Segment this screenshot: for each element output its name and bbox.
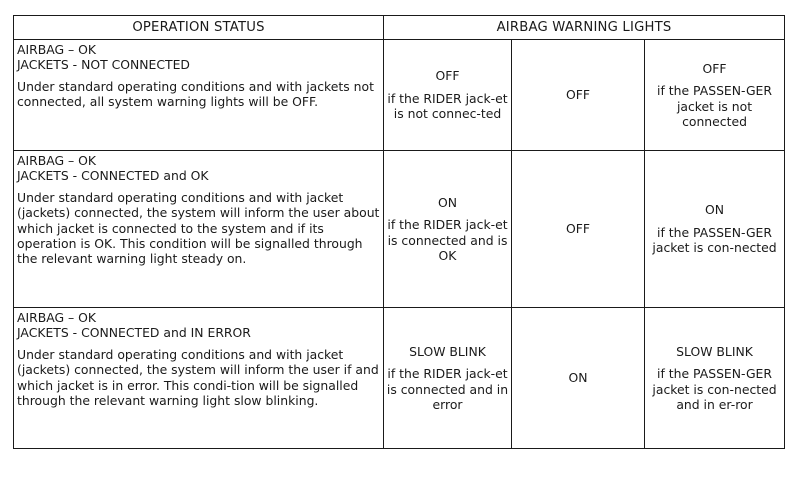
- middle-light-state: OFF: [565, 221, 590, 237]
- passenger-light-note: if the PASSEN-GER jacket is not connecte…: [657, 83, 772, 129]
- status-description: Under standard operating conditions and …: [17, 346, 379, 409]
- operation-status-cell: AIRBAG – OK JACKETS - NOT CONNECTED Unde…: [13, 39, 384, 151]
- middle-light-state: ON: [568, 370, 588, 386]
- rider-light-cell: ON if the RIDER jack-et is connected and…: [383, 150, 512, 308]
- operation-status-header: OPERATION STATUS: [13, 15, 384, 40]
- rider-light-state: OFF: [435, 68, 460, 84]
- status-line-1: AIRBAG – OK: [17, 42, 97, 57]
- operation-status-cell: AIRBAG – OK JACKETS - CONNECTED and IN E…: [13, 307, 384, 449]
- table-header-row: OPERATION STATUS AIRBAG WARNING LIGHTS: [13, 15, 786, 40]
- passenger-light-note: if the PASSEN-GER jacket is con-nected: [652, 224, 777, 256]
- status-line-1: AIRBAG – OK: [17, 153, 97, 168]
- status-line-2: JACKETS - CONNECTED and OK: [17, 168, 209, 184]
- middle-light-cell: OFF: [511, 39, 645, 151]
- rider-light-cell: OFF if the RIDER jack-et is not connec-t…: [383, 39, 512, 151]
- table-row: AIRBAG – OK JACKETS - CONNECTED and OK U…: [13, 150, 786, 308]
- status-description: Under standard operating conditions and …: [17, 189, 380, 267]
- rider-light-state: ON: [437, 194, 458, 210]
- passenger-light-state: ON: [705, 202, 725, 218]
- passenger-light-cell: ON if the PASSEN-GER jacket is con-necte…: [643, 150, 786, 308]
- table-row: AIRBAG – OK JACKETS - NOT CONNECTED Unde…: [13, 39, 786, 151]
- airbag-warning-lights-header: AIRBAG WARNING LIGHTS: [382, 15, 786, 40]
- passenger-light-state: OFF: [702, 60, 727, 76]
- middle-light-cell: OFF: [511, 150, 645, 308]
- middle-light-state: OFF: [565, 87, 590, 103]
- status-line-2: JACKETS - CONNECTED and IN ERROR: [17, 325, 251, 341]
- operation-status-cell: AIRBAG – OK JACKETS - CONNECTED and OK U…: [13, 150, 384, 308]
- rider-light-state: SLOW BLINK: [409, 343, 486, 359]
- middle-light-cell: ON: [511, 307, 645, 449]
- status-line-2: JACKETS - NOT CONNECTED: [17, 57, 190, 73]
- rider-light-note: if the RIDER jack-et is not connec-ted: [387, 90, 508, 122]
- status-line-1: AIRBAG – OK: [17, 310, 97, 325]
- rider-light-note: if the RIDER jack-et is connected and in…: [386, 366, 509, 412]
- status-description: Under standard operating conditions and …: [17, 78, 374, 110]
- passenger-light-note: if the PASSEN-GER jacket is con-nected a…: [652, 366, 777, 412]
- passenger-light-cell: OFF if the PASSEN-GER jacket is not conn…: [643, 39, 786, 151]
- rider-light-cell: SLOW BLINK if the RIDER jack-et is conne…: [383, 307, 512, 449]
- airbag-status-table: OPERATION STATUS AIRBAG WARNING LIGHTS A…: [13, 15, 786, 449]
- rider-light-note: if the RIDER jack-et is connected and is…: [387, 217, 508, 263]
- passenger-light-cell: SLOW BLINK if the PASSEN-GER jacket is c…: [643, 307, 786, 449]
- table-row: AIRBAG – OK JACKETS - CONNECTED and IN E…: [13, 307, 786, 449]
- passenger-light-state: SLOW BLINK: [676, 343, 753, 359]
